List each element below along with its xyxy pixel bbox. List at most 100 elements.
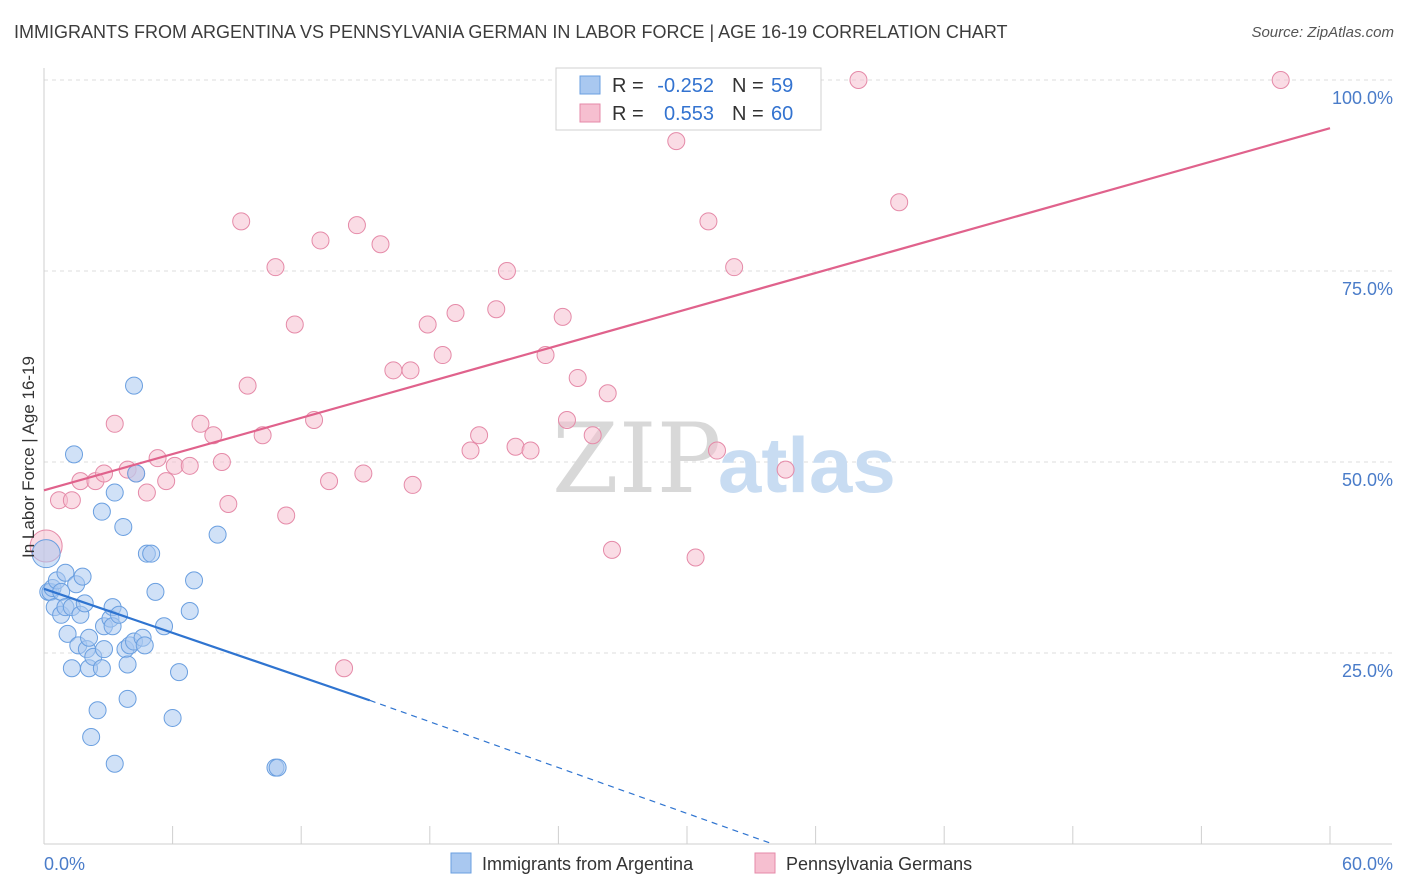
point-pa-german: [553, 307, 572, 326]
y-tick-labels: 25.0% 50.0% 75.0% 100.0%: [1332, 88, 1393, 681]
point-argentina: [62, 659, 81, 678]
point-argentina: [163, 708, 182, 727]
point-argentina: [118, 655, 137, 674]
point-pa-german: [212, 453, 231, 471]
point-pa-german: [285, 315, 304, 334]
point-pa-german: [568, 368, 587, 387]
legend-label-pa-german: Pennsylvania Germans: [786, 854, 972, 874]
point-argentina: [268, 758, 287, 777]
point-pa-german: [521, 441, 540, 460]
y-tick-label: 75.0%: [1342, 279, 1393, 299]
point-argentina: [125, 376, 144, 395]
y-tick-label: 25.0%: [1342, 661, 1393, 681]
point-argentina: [88, 701, 107, 720]
watermark: ZIP atlas: [552, 403, 896, 515]
point-argentina: [185, 571, 204, 590]
point-pa-german: [371, 235, 390, 254]
legend-n-value-2: 60: [771, 103, 793, 125]
point-pa-german: [506, 437, 525, 456]
point-argentina: [105, 754, 124, 773]
point-pa-german: [418, 315, 437, 334]
point-pa-german: [204, 426, 223, 445]
point-pa-german: [849, 71, 868, 89]
point-argentina: [82, 728, 101, 747]
point-pa-german: [191, 414, 210, 433]
legend-n-label-2: N =: [732, 103, 764, 125]
trend-line-argentina: [43, 587, 371, 702]
point-pa-german: [165, 456, 184, 475]
trend-line-argentina-extrapolated: [369, 699, 773, 845]
point-argentina: [31, 539, 61, 569]
point-argentina: [170, 663, 189, 682]
x-tick-label-max: 60.0%: [1342, 854, 1393, 874]
y-axis-label: In Labor Force | Age 16-19: [19, 356, 38, 558]
point-pa-german: [320, 472, 339, 491]
point-pa-german: [180, 456, 199, 475]
source-credit: Source: ZipAtlas.com: [1251, 24, 1394, 41]
legend-r-value-2: 0.553: [664, 103, 714, 125]
point-pa-german: [354, 464, 373, 483]
legend-r-label-1: R =: [612, 75, 644, 97]
point-pa-german: [347, 216, 366, 235]
point-pa-german: [62, 491, 81, 510]
point-pa-german: [557, 410, 576, 429]
point-pa-german: [446, 304, 465, 323]
point-pa-german: [232, 212, 251, 231]
point-argentina: [56, 563, 75, 582]
point-pa-german: [776, 460, 795, 479]
trend-lines: [43, 127, 1331, 845]
point-argentina: [92, 502, 111, 521]
series-legend: Immigrants from Argentina Pennsylvania G…: [450, 852, 972, 874]
point-pa-german: [266, 258, 285, 277]
blue-swatch: [579, 75, 601, 95]
point-argentina: [65, 445, 84, 464]
point-argentina: [80, 628, 99, 647]
point-pa-german: [403, 475, 422, 494]
point-argentina: [127, 464, 146, 483]
x-tick-label-min: 0.0%: [44, 854, 85, 874]
x-tick-labels: 0.0% 60.0%: [44, 854, 1393, 874]
point-pa-german: [725, 258, 744, 277]
pink-swatch: [579, 103, 601, 123]
point-pa-german: [686, 548, 705, 567]
point-argentina: [92, 659, 111, 678]
point-pa-german: [335, 659, 354, 678]
legend-swatch-pa-german: [754, 852, 776, 874]
point-argentina: [118, 689, 137, 708]
point-pa-german: [105, 414, 124, 433]
point-pa-german: [699, 212, 718, 231]
point-pa-german: [890, 193, 909, 212]
point-argentina: [208, 525, 227, 544]
point-pa-german: [487, 300, 506, 319]
point-argentina: [135, 636, 154, 655]
point-pa-german: [583, 426, 602, 445]
argentina-points: [31, 376, 287, 777]
legend-r-label-2: R =: [612, 103, 644, 125]
axes: [43, 68, 1392, 845]
gridlines: [44, 79, 1392, 654]
point-pa-german: [277, 506, 296, 525]
point-pa-german: [602, 540, 621, 559]
point-argentina: [58, 624, 77, 643]
watermark-atlas: atlas: [718, 421, 896, 509]
legend-n-label-1: N =: [732, 75, 764, 97]
legend-label-argentina: Immigrants from Argentina: [482, 854, 694, 874]
point-pa-german: [433, 346, 452, 365]
point-argentina: [95, 640, 114, 659]
point-pa-german: [667, 132, 686, 151]
point-argentina: [142, 544, 161, 563]
y-tick-label: 50.0%: [1342, 470, 1393, 490]
point-pa-german: [497, 262, 516, 280]
legend-swatch-argentina: [450, 852, 472, 874]
point-argentina: [180, 601, 199, 620]
point-argentina: [114, 517, 133, 536]
point-pa-german: [401, 361, 420, 380]
pennsylvania-germans-points: [29, 71, 1290, 678]
point-pa-german: [598, 384, 617, 403]
point-pa-german: [708, 441, 727, 460]
point-pa-german: [157, 472, 176, 491]
point-pa-german: [311, 231, 330, 250]
point-argentina: [105, 483, 124, 502]
point-argentina: [73, 567, 92, 586]
legend-r-value-1: -0.252: [657, 75, 714, 97]
